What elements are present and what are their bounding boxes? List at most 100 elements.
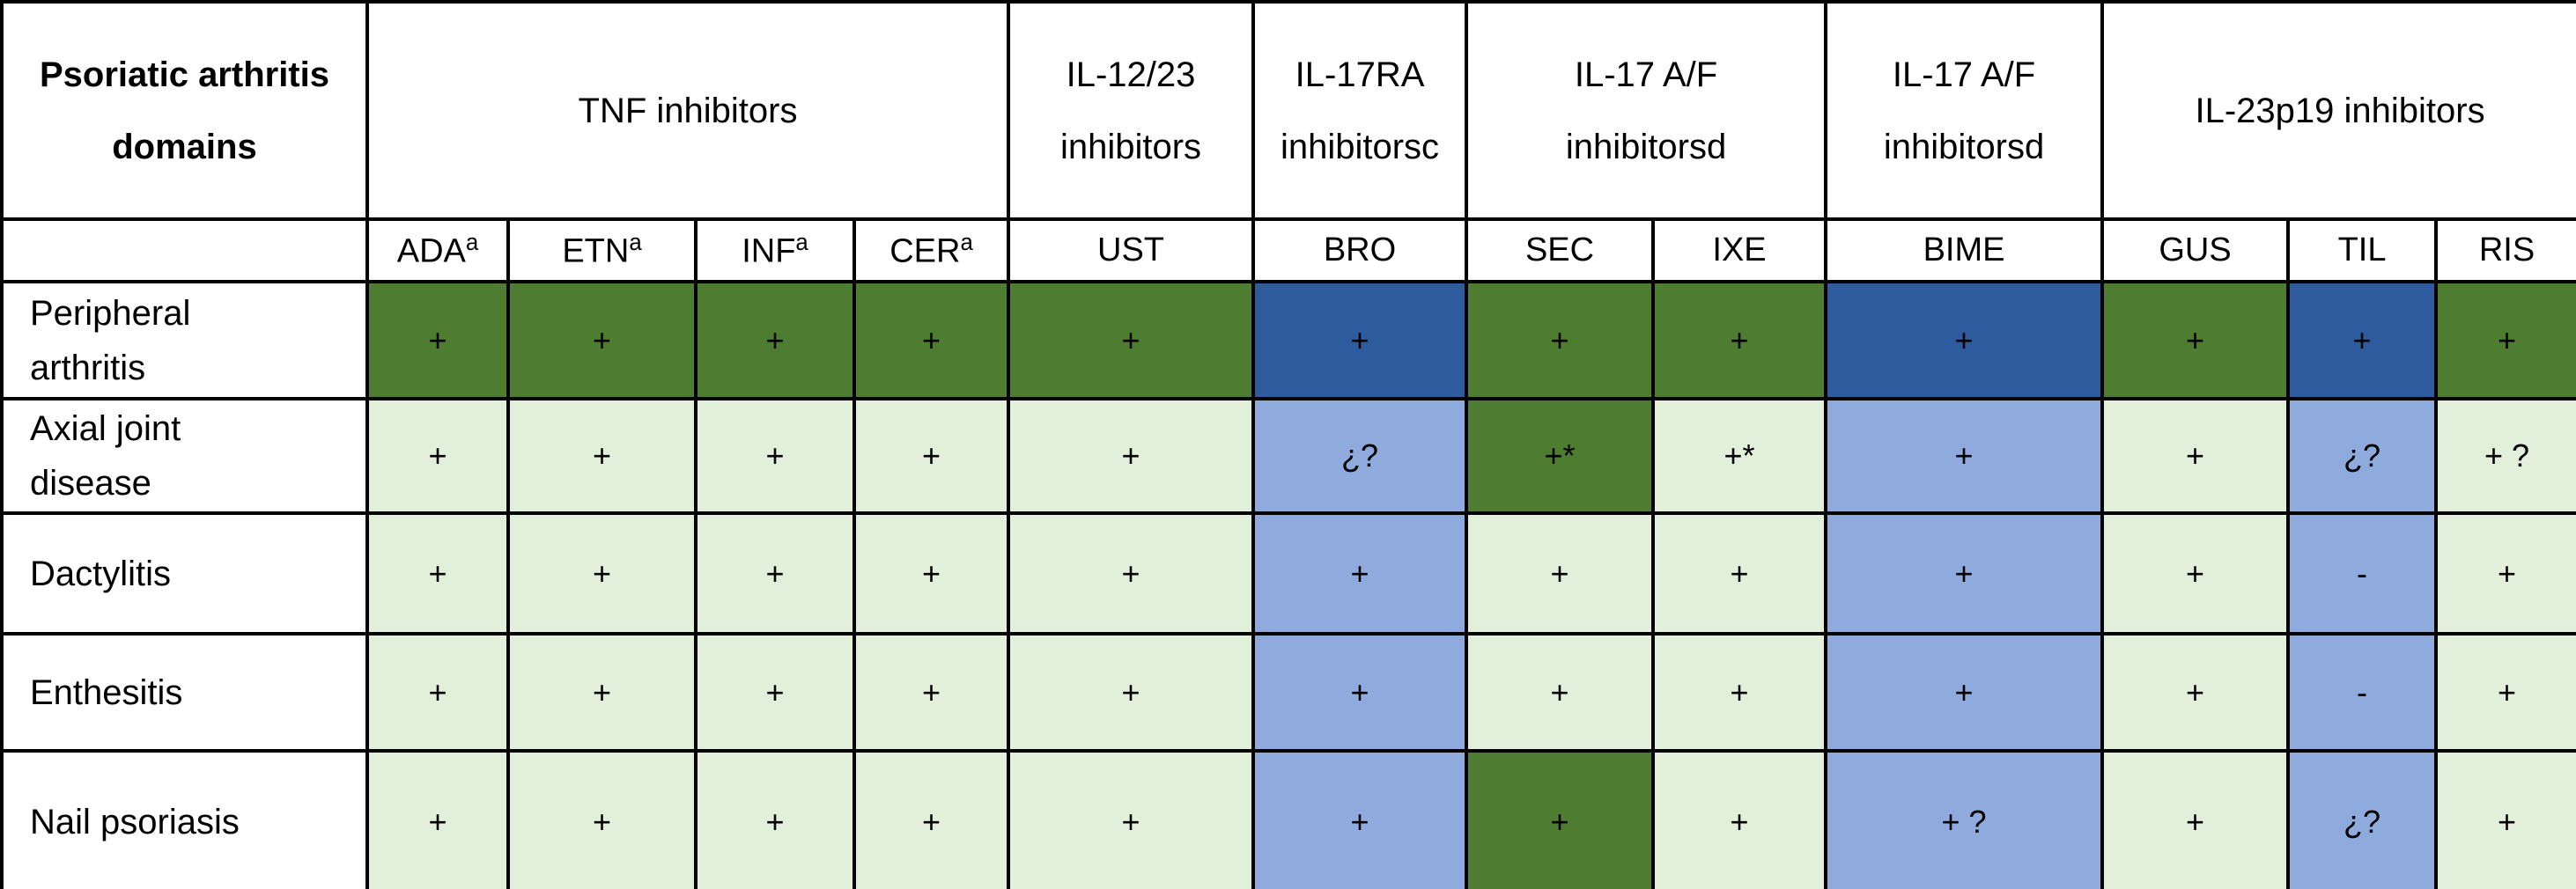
column-header-ada: ADAa: [365, 217, 510, 283]
cell-nail-psoriasis-ust: +: [1007, 749, 1256, 889]
footnote-marker: a: [960, 230, 973, 255]
column-header-cer: CERa: [852, 217, 1011, 283]
cell-dactylitis-ada: +: [365, 511, 510, 636]
cell-enthesitis-til: -: [2286, 632, 2439, 753]
cell-nail-psoriasis-bime: + ?: [1824, 749, 2105, 889]
column-label: BIME: [1923, 231, 2005, 268]
cell-peripheral-arthritis-cer: +: [852, 280, 1011, 400]
cell-dactylitis-til: -: [2286, 511, 2439, 636]
cell-axial-joint-disease-bime: +: [1824, 397, 2105, 515]
cell-peripheral-arthritis-gus: +: [2100, 280, 2291, 400]
footnote-marker: a: [465, 230, 479, 255]
cell-nail-psoriasis-ixe: +: [1651, 749, 1828, 889]
cell-enthesitis-ixe: +: [1651, 632, 1828, 753]
group-header-1: IL-12/23 inhibitors: [1007, 0, 1256, 221]
table-row-dactylitis: Dactylitis + + + + + + + + + + - +: [0, 511, 2576, 636]
cell-enthesitis-ust: +: [1007, 632, 1256, 753]
column-label: IXE: [1712, 231, 1767, 268]
column-header-row: ADAa ETNa INFa CERa UST BRO SEC IXE BIME GUS TIL RI…: [0, 217, 2576, 283]
cell-peripheral-arthritis-etn: +: [506, 280, 698, 400]
cell-nail-psoriasis-sec: +: [1465, 749, 1656, 889]
corner-header-cell: Psoriatic arthritis domains: [0, 0, 369, 221]
cell-dactylitis-etn: +: [506, 511, 698, 636]
cell-axial-joint-disease-ixe: +*: [1651, 397, 1828, 515]
group-header-4: IL-17 A/F inhibitorsd: [1824, 0, 2105, 221]
group-header-5: IL-23p19 inhibitors: [2100, 0, 2576, 221]
cell-enthesitis-etn: +: [506, 632, 698, 753]
cell-axial-joint-disease-til: ¿?: [2286, 397, 2439, 515]
cell-enthesitis-bime: +: [1824, 632, 2105, 753]
cell-dactylitis-inf: +: [694, 511, 856, 636]
cell-nail-psoriasis-etn: +: [506, 749, 698, 889]
cell-dactylitis-gus: +: [2100, 511, 2291, 636]
cell-enthesitis-cer: +: [852, 632, 1011, 753]
cell-dactylitis-bime: +: [1824, 511, 2105, 636]
table-row-peripheral-arthritis: Peripheral arthritis + + + + + + + + + + + +: [0, 280, 2576, 400]
cell-axial-joint-disease-ada: +: [365, 397, 510, 515]
cell-axial-joint-disease-gus: +: [2100, 397, 2291, 515]
column-label: INF: [742, 232, 796, 270]
table-row-axial-joint-disease: Axial joint disease + + + + + ¿? +* +* + + ¿? + ?: [0, 397, 2576, 515]
row-label-enthesitis: Enthesitis: [0, 632, 369, 753]
column-header-til: TIL: [2286, 217, 2439, 283]
cell-nail-psoriasis-bro: +: [1251, 749, 1469, 889]
cell-dactylitis-ust: +: [1007, 511, 1256, 636]
group-header-2: IL-17RA inhibitorsc: [1251, 0, 1469, 221]
cell-axial-joint-disease-cer: +: [852, 397, 1011, 515]
cell-enthesitis-ada: +: [365, 632, 510, 753]
blank-header-cell: [0, 217, 369, 283]
cell-nail-psoriasis-cer: +: [852, 749, 1011, 889]
cell-axial-joint-disease-etn: +: [506, 397, 698, 515]
column-header-bime: BIME: [1824, 217, 2105, 283]
cell-peripheral-arthritis-inf: +: [694, 280, 856, 400]
cell-axial-joint-disease-inf: +: [694, 397, 856, 515]
row-label-peripheral-arthritis: Peripheral arthritis: [0, 280, 369, 400]
cell-dactylitis-ris: +: [2434, 511, 2576, 636]
cell-enthesitis-ris: +: [2434, 632, 2576, 753]
cell-nail-psoriasis-inf: +: [694, 749, 856, 889]
cell-axial-joint-disease-ris: + ?: [2434, 397, 2576, 515]
cell-dactylitis-sec: +: [1465, 511, 1656, 636]
column-label: UST: [1097, 231, 1165, 268]
cell-dactylitis-cer: +: [852, 511, 1011, 636]
column-label: BRO: [1323, 231, 1397, 268]
row-label-nail-psoriasis: Nail psoriasis: [0, 749, 369, 889]
table-body: Peripheral arthritis + + + + + + + + + + + + Axial jo…: [0, 280, 2576, 889]
cell-enthesitis-inf: +: [694, 632, 856, 753]
cell-peripheral-arthritis-sec: +: [1465, 280, 1656, 400]
column-header-bro: BRO: [1251, 217, 1469, 283]
cell-axial-joint-disease-sec: +*: [1465, 397, 1656, 515]
footnote-marker: a: [629, 230, 642, 255]
column-header-gus: GUS: [2100, 217, 2291, 283]
column-label: RIS: [2478, 231, 2535, 268]
group-header-row: Psoriatic arthritis domains TNF inhibito…: [0, 0, 2576, 221]
cell-enthesitis-bro: +: [1251, 632, 1469, 753]
row-label-axial-joint-disease: Axial joint disease: [0, 397, 369, 515]
column-header-ixe: IXE: [1651, 217, 1828, 283]
cell-nail-psoriasis-ada: +: [365, 749, 510, 889]
table-row-nail-psoriasis: Nail psoriasis + + + + + + + + + ? + ¿? +: [0, 749, 2576, 889]
column-label: ADA: [396, 232, 466, 270]
cell-peripheral-arthritis-ixe: +: [1651, 280, 1828, 400]
column-header-sec: SEC: [1465, 217, 1656, 283]
cell-peripheral-arthritis-ris: +: [2434, 280, 2576, 400]
cell-axial-joint-disease-ust: +: [1007, 397, 1256, 515]
column-label: SEC: [1524, 231, 1595, 268]
column-header-ris: RIS: [2434, 217, 2576, 283]
cell-peripheral-arthritis-bro: +: [1251, 280, 1469, 400]
group-header-3: IL-17 A/F inhibitorsd: [1465, 0, 1828, 221]
cell-enthesitis-gus: +: [2100, 632, 2291, 753]
cell-peripheral-arthritis-ust: +: [1007, 280, 1256, 400]
column-label: TIL: [2337, 231, 2387, 268]
column-header-ust: UST: [1007, 217, 1256, 283]
cell-nail-psoriasis-til: ¿?: [2286, 749, 2439, 889]
column-header-inf: INFa: [694, 217, 856, 283]
cell-peripheral-arthritis-ada: +: [365, 280, 510, 400]
group-header-0: TNF inhibitors: [365, 0, 1011, 221]
cell-dactylitis-ixe: +: [1651, 511, 1828, 636]
cell-nail-psoriasis-gus: +: [2100, 749, 2291, 889]
cell-nail-psoriasis-ris: +: [2434, 749, 2576, 889]
cell-enthesitis-sec: +: [1465, 632, 1656, 753]
